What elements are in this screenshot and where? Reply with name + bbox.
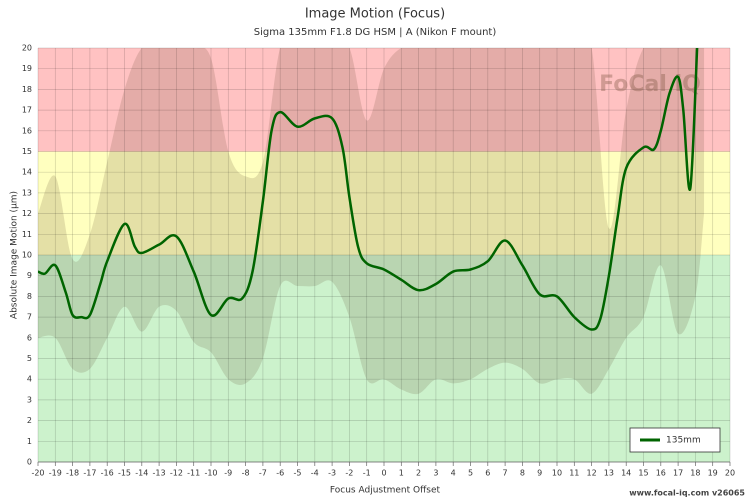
x-tick-label: 7 xyxy=(503,469,508,478)
x-tick-label: 20 xyxy=(725,469,735,478)
x-tick-label: 15 xyxy=(638,469,648,478)
x-tick-label: -3 xyxy=(328,469,336,478)
x-tick-label: -19 xyxy=(49,469,62,478)
y-tick-label: 11 xyxy=(22,230,32,239)
y-tick-label: 15 xyxy=(22,147,32,156)
x-tick-label: -16 xyxy=(101,469,114,478)
x-tick-label: -4 xyxy=(311,469,319,478)
x-tick-label: -20 xyxy=(31,469,44,478)
chart-title: Image Motion (Focus) xyxy=(305,7,445,22)
y-tick-label: 0 xyxy=(27,458,32,467)
x-tick-label: 6 xyxy=(485,469,490,478)
x-tick-label: -5 xyxy=(294,469,302,478)
x-tick-label: -2 xyxy=(345,469,353,478)
y-tick-label: 17 xyxy=(22,106,32,115)
y-tick-label: 7 xyxy=(27,313,32,322)
line-layer xyxy=(38,48,699,331)
x-tick-label: 2 xyxy=(416,469,421,478)
x-tick-label: -15 xyxy=(118,469,131,478)
x-tick-label: 17 xyxy=(673,469,683,478)
x-tick-label: 9 xyxy=(537,469,542,478)
y-tick-label: 6 xyxy=(27,333,32,342)
x-tick-label: 16 xyxy=(656,469,666,478)
x-tick-label: 4 xyxy=(451,469,456,478)
legend: 135mm xyxy=(629,427,721,453)
y-tick-label: 2 xyxy=(27,416,32,425)
zone xyxy=(38,48,730,152)
y-tick-label: 4 xyxy=(27,375,32,384)
y-tick-label: 18 xyxy=(22,85,32,94)
zones xyxy=(38,48,730,462)
y-axis-label: Absolute Image Motion (µm) xyxy=(10,191,20,319)
x-tick-label: -13 xyxy=(153,469,166,478)
x-axis-label: Focus Adjustment Offset xyxy=(330,486,441,496)
x-tick-label: -9 xyxy=(224,469,232,478)
x-tick-label: 10 xyxy=(552,469,562,478)
y-tick-label: 3 xyxy=(27,395,32,404)
envelope-layer xyxy=(38,48,705,395)
y-tick-label: 12 xyxy=(22,209,32,218)
x-tick-label: 11 xyxy=(569,469,579,478)
y-tick-label: 20 xyxy=(22,44,32,53)
y-tick-label: 16 xyxy=(22,126,32,135)
y-tick-label: 10 xyxy=(22,251,32,260)
y-tick-label: 19 xyxy=(22,64,32,73)
x-tick-label: -10 xyxy=(204,469,217,478)
x-tick-label: 1 xyxy=(399,469,404,478)
x-tick-label: 3 xyxy=(433,469,438,478)
x-tick-label: -12 xyxy=(170,469,183,478)
chart-subtitle: Sigma 135mm F1.8 DG HSM | A (Nikon F mou… xyxy=(254,27,497,38)
x-tick-label: -17 xyxy=(83,469,96,478)
y-tick-label: 8 xyxy=(27,292,32,301)
watermark: FoCal iQ xyxy=(599,72,701,97)
x-tick-label: -6 xyxy=(276,469,284,478)
x-tick-label: -8 xyxy=(242,469,250,478)
zone xyxy=(38,255,730,462)
legend-label: 135mm xyxy=(666,436,701,446)
x-tick-label: -1 xyxy=(363,469,371,478)
grid: -20 -19 -18 -17 -16 -15 -14 -13 -12 -11 -10 -9 -8 -7-… xyxy=(22,44,735,478)
x-tick-label: -7 xyxy=(259,469,267,478)
line xyxy=(38,48,699,331)
y-tick-label: 14 xyxy=(22,168,32,177)
x-tick-label: 0 xyxy=(381,469,386,478)
y-tick-label: 1 xyxy=(27,437,32,446)
y-tick-label: 13 xyxy=(22,188,32,197)
x-tick-label: 14 xyxy=(621,469,631,478)
x-tick-label: 13 xyxy=(604,469,614,478)
x-tick-label: 8 xyxy=(520,469,525,478)
x-tick-label: -18 xyxy=(66,469,79,478)
x-tick-label: 18 xyxy=(690,469,700,478)
x-tick-label: -14 xyxy=(135,469,148,478)
x-tick-label: 12 xyxy=(587,469,597,478)
y-tick-label: 5 xyxy=(27,354,32,363)
x-tick-label: 5 xyxy=(468,469,473,478)
footer: www.focal-iq.com v26065 xyxy=(629,489,745,498)
y-tick-label: 9 xyxy=(27,271,32,280)
x-tick-label: 19 xyxy=(708,469,718,478)
envelope xyxy=(38,48,705,395)
x-tick-label: -11 xyxy=(187,469,200,478)
